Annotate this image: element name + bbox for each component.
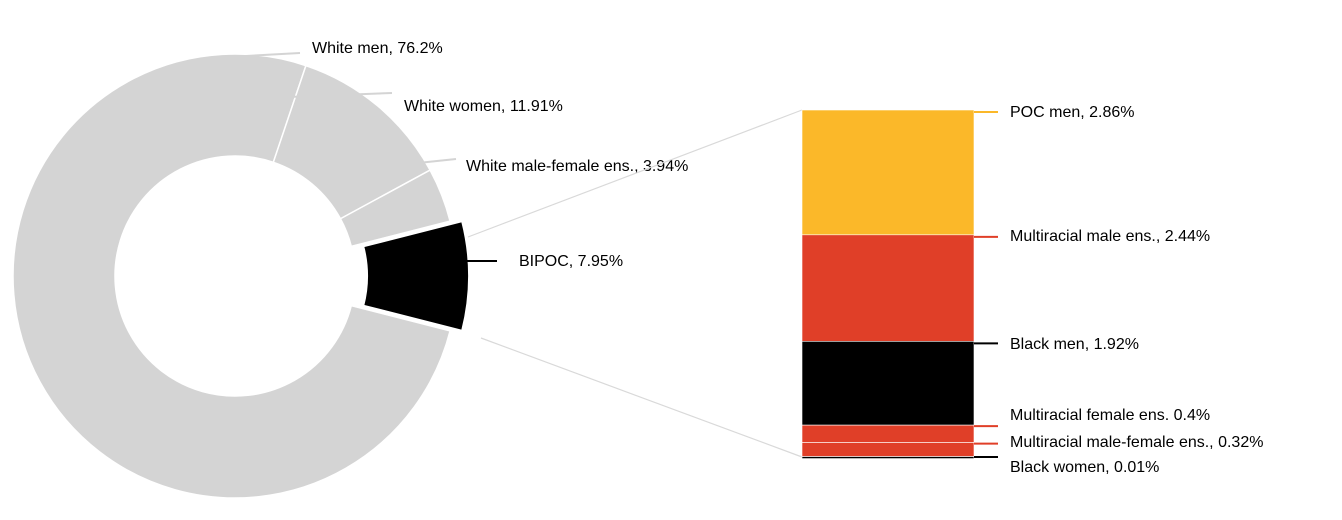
donut-slice bbox=[362, 219, 470, 333]
segment-label: Multiracial male ens., 2.44% bbox=[1010, 228, 1210, 245]
bar-segment bbox=[801, 341, 975, 426]
bar-segment bbox=[801, 424, 975, 443]
segment-label: Black men, 1.92% bbox=[1010, 336, 1139, 353]
leader-line bbox=[417, 158, 457, 164]
connector-line-top bbox=[467, 109, 803, 238]
slice-label: White women, 11.91% bbox=[404, 98, 563, 115]
connector-line-bottom bbox=[480, 337, 803, 458]
leader-line bbox=[227, 52, 301, 58]
bar-segment bbox=[801, 456, 975, 459]
segment-label: Multiracial male-female ens., 0.32% bbox=[1010, 434, 1263, 451]
segment-label: Multiracial female ens. 0.4% bbox=[1010, 407, 1210, 424]
segment-label: Black women, 0.01% bbox=[1010, 459, 1159, 476]
breakdown-connectors bbox=[467, 109, 803, 458]
donut-slice bbox=[339, 169, 452, 248]
bar-segment bbox=[801, 109, 975, 236]
slice-label: White male-female ens., 3.94% bbox=[466, 158, 688, 175]
bar-segment bbox=[801, 234, 975, 342]
donut-slice bbox=[12, 53, 452, 499]
slice-label: White men, 76.2% bbox=[312, 40, 443, 57]
segment-label: POC men, 2.86% bbox=[1010, 104, 1135, 121]
bar-segment bbox=[801, 442, 975, 457]
leader-line bbox=[287, 92, 393, 98]
slice-label: BIPOC, 7.95% bbox=[519, 253, 623, 270]
stacked-bar: POC men, 2.86% Multiracial male ens., 2.4… bbox=[801, 104, 1263, 476]
donut-chart: White men, 76.2% White women, 11.91% White… bbox=[12, 40, 688, 499]
